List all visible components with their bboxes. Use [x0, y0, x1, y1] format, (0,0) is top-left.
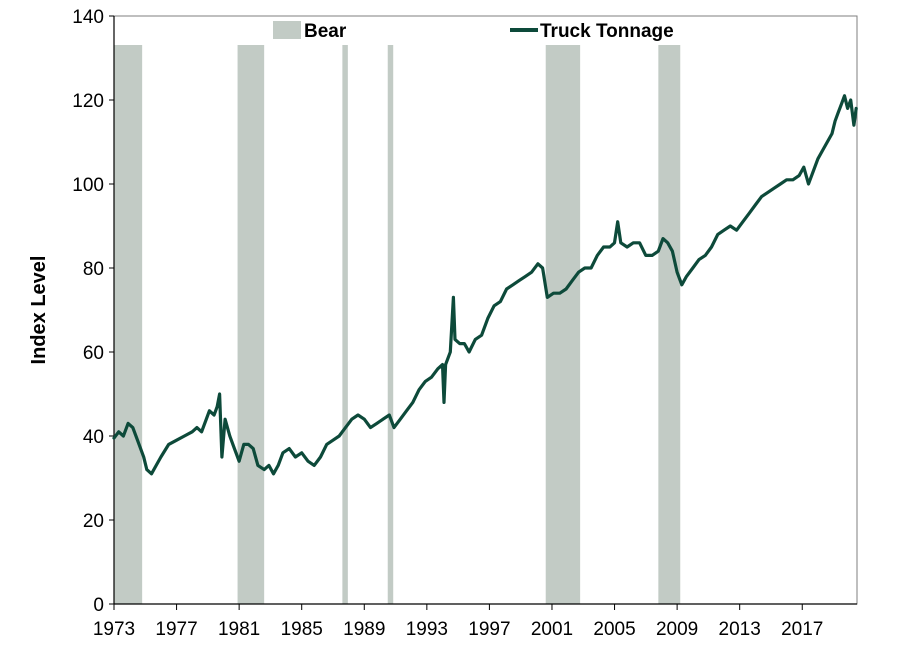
x-tick-label: 1973 [93, 619, 135, 640]
legend-background [256, 17, 716, 44]
y-axis-ticks: 0 20 40 60 80 100 120 140 [72, 7, 114, 616]
x-axis-ticks: 1973 1977 1981 1985 1989 1993 1997 2001 2005 2009… [93, 16, 857, 640]
x-tick-label: 1977 [155, 619, 197, 640]
x-tick-label: 2001 [531, 619, 573, 640]
series-layer [112, 94, 858, 476]
y-tick-label: 20 [83, 511, 104, 532]
y-tick-label: 140 [72, 7, 104, 28]
y-tick-label: 100 [72, 175, 104, 196]
x-tick-label: 1993 [406, 619, 448, 640]
x-tick-label: 2005 [593, 619, 635, 640]
x-tick-label: 2013 [719, 619, 761, 640]
y-tick-label: 80 [83, 259, 104, 280]
legend-label-bear: Bear [304, 21, 347, 42]
y-tick-label: 120 [72, 91, 104, 112]
legend: Bear Truck Tonnage [256, 17, 716, 44]
bear-periods [114, 45, 681, 604]
y-tick-label: 40 [83, 427, 104, 448]
y-axis-label: Index Level [28, 256, 50, 365]
bear-period-5 [545, 45, 581, 604]
x-tick-label: 1989 [343, 619, 385, 640]
bear-period-3 [342, 45, 348, 604]
bear-period-4 [387, 45, 394, 604]
y-tick-label: 60 [83, 343, 104, 364]
legend-label-truck-tonnage: Truck Tonnage [540, 21, 674, 42]
x-tick-label: 2017 [781, 619, 823, 640]
plot-frame [113, 15, 858, 605]
series-line-truck-tonnage [112, 94, 858, 476]
x-tick-label: 1981 [218, 619, 260, 640]
y-tick-label: 0 [93, 595, 104, 616]
legend-swatch-bear [273, 21, 301, 39]
x-tick-label: 1985 [281, 619, 323, 640]
bear-period-6 [658, 45, 681, 604]
x-tick-label: 1997 [468, 619, 510, 640]
bear-period-1 [114, 45, 143, 604]
x-tick-label: 2009 [656, 619, 698, 640]
axes [113, 15, 858, 605]
bear-period-2 [237, 45, 265, 604]
